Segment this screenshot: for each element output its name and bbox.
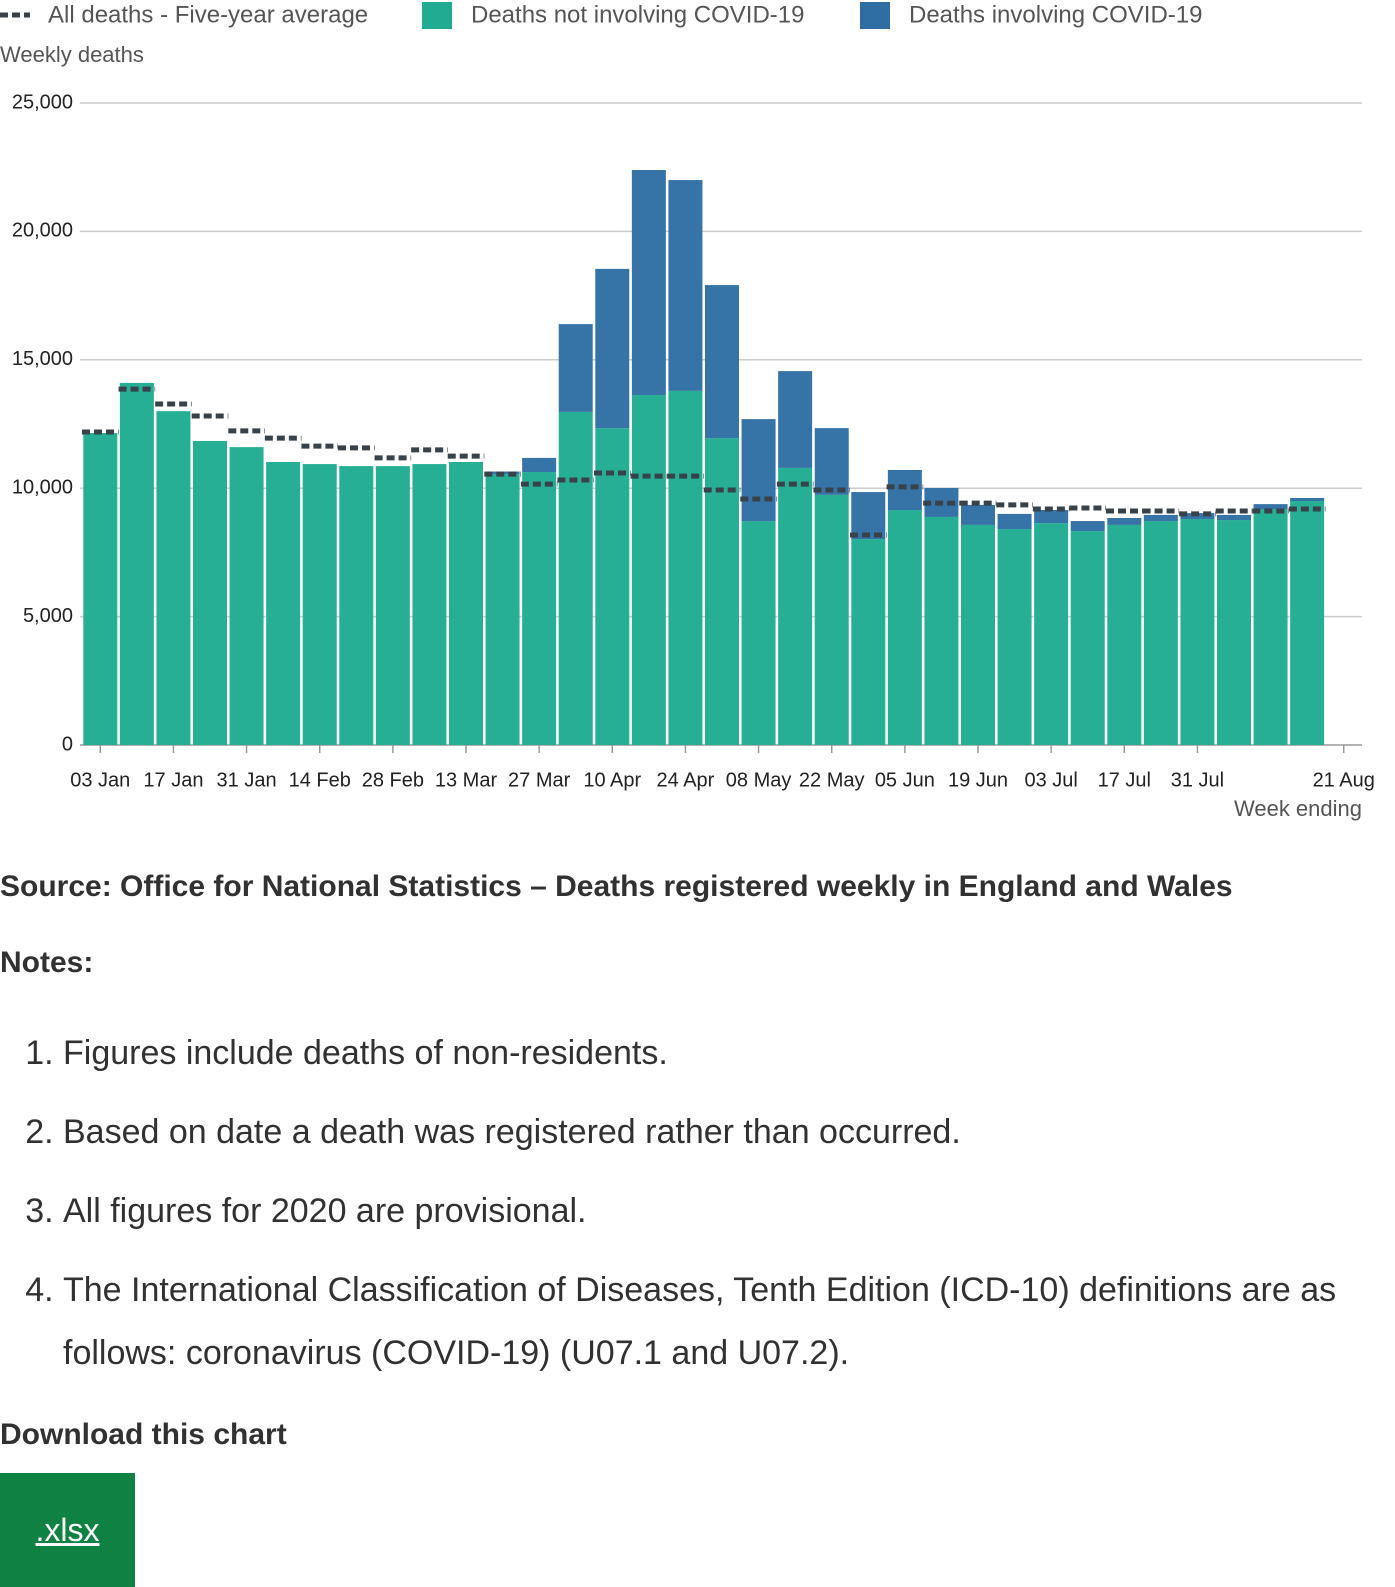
bar: [997, 513, 1032, 530]
x-tick-label: 03 Jul: [1024, 769, 1077, 791]
download-heading: Download this chart: [0, 1418, 287, 1451]
y-axis-label: Weekly deaths: [0, 42, 144, 67]
x-tick-label: 27 Mar: [508, 769, 571, 791]
bar: [631, 394, 666, 745]
x-tick-label: 31 Jan: [217, 769, 277, 791]
download-button[interactable]: .xlsx: [0, 1473, 135, 1587]
bar: [119, 382, 154, 745]
bar: [485, 474, 520, 745]
bar: [1143, 514, 1178, 522]
bar: [887, 469, 922, 511]
bar: [887, 510, 922, 745]
notes: Figures include deaths of non-residents.…: [0, 1022, 1353, 1401]
y-tick-label: 25,000: [12, 91, 73, 113]
legend-swatch: [422, 2, 452, 29]
bar: [1217, 520, 1251, 745]
bar: [631, 170, 666, 395]
legend-label: Deaths not involving COVID-19: [471, 1, 805, 28]
bar: [156, 411, 191, 745]
note: Based on date a death was registered rat…: [63, 1101, 1353, 1164]
x-tick-label: 21 Aug: [1313, 769, 1375, 791]
bar: [1253, 504, 1288, 510]
bar: [339, 466, 374, 745]
bar: [229, 447, 264, 745]
bar: [558, 324, 593, 412]
x-tick-label: 08 May: [726, 769, 792, 791]
bar: [705, 285, 739, 439]
bar: [1107, 517, 1142, 525]
bar: [1070, 521, 1105, 532]
x-tick-label: 10 Apr: [583, 769, 641, 791]
bar: [1070, 531, 1105, 745]
x-tick-label: 05 Jun: [875, 769, 935, 791]
notes-heading: Notes:: [0, 946, 94, 979]
y-tick-label: 20,000: [12, 220, 73, 242]
bar: [705, 438, 739, 745]
bar: [1143, 521, 1178, 745]
bar: [1107, 524, 1142, 745]
x-tick-label: 14 Feb: [289, 769, 351, 791]
x-tick-label: 22 May: [799, 769, 865, 791]
bar: [1034, 510, 1069, 524]
bar: [778, 467, 813, 745]
bar: [1217, 514, 1251, 521]
bar: [522, 457, 557, 473]
bar: [375, 466, 410, 745]
legend-swatch: [860, 2, 890, 29]
y-tick-label: 10,000: [12, 476, 73, 498]
y-tick-label: 15,000: [12, 348, 73, 370]
bar: [997, 529, 1032, 745]
bar: [741, 419, 776, 522]
x-tick-label: 17 Jan: [143, 769, 203, 791]
chart: Weekly deaths Week ending 0 5,000 10,000 15…: [0, 1, 1375, 821]
x-tick-label: 19 Jun: [948, 769, 1008, 791]
bar: [412, 464, 447, 745]
bar: [778, 371, 813, 468]
x-tick-label: 17 Jul: [1098, 769, 1151, 791]
note: Figures include deaths of non-residents.: [63, 1022, 1353, 1085]
bar: [595, 428, 630, 745]
legend-label: Deaths involving COVID-19: [909, 1, 1202, 28]
y-tick-label: 0: [62, 733, 73, 755]
bar: [595, 268, 630, 429]
bar: [522, 472, 557, 745]
bar: [851, 539, 886, 745]
bar: [741, 521, 776, 745]
bar: [449, 462, 483, 745]
bar: [814, 428, 849, 495]
bar: [1290, 501, 1325, 745]
bar: [961, 524, 995, 745]
x-tick-label: 03 Jan: [70, 769, 130, 791]
bar: [302, 464, 337, 745]
legend-label: All deaths - Five-year average: [48, 1, 368, 28]
bar: [83, 432, 118, 745]
bar: [558, 411, 593, 745]
bar: [924, 516, 959, 745]
bar: [668, 180, 703, 391]
bar: [1034, 523, 1069, 745]
x-axis-label: Week ending: [1234, 796, 1362, 821]
bar: [193, 440, 227, 745]
bar: [961, 504, 995, 525]
bar: [814, 494, 849, 745]
x-tick-label: 28 Feb: [362, 769, 424, 791]
bar: [851, 492, 886, 540]
bar: [266, 462, 301, 745]
bar: [1253, 509, 1288, 745]
x-tick-label: 24 Apr: [657, 769, 715, 791]
y-tick-label: 5,000: [23, 605, 73, 627]
source: Source: Office for National Statistics –…: [0, 870, 1233, 903]
x-tick-label: 31 Jul: [1171, 769, 1224, 791]
x-tick-label: 13 Mar: [435, 769, 498, 791]
bar: [1290, 497, 1325, 502]
note: All figures for 2020 are provisional.: [63, 1180, 1353, 1243]
bar: [1180, 519, 1215, 745]
bar: [668, 390, 703, 745]
note: The International Classification of Dise…: [63, 1259, 1353, 1385]
